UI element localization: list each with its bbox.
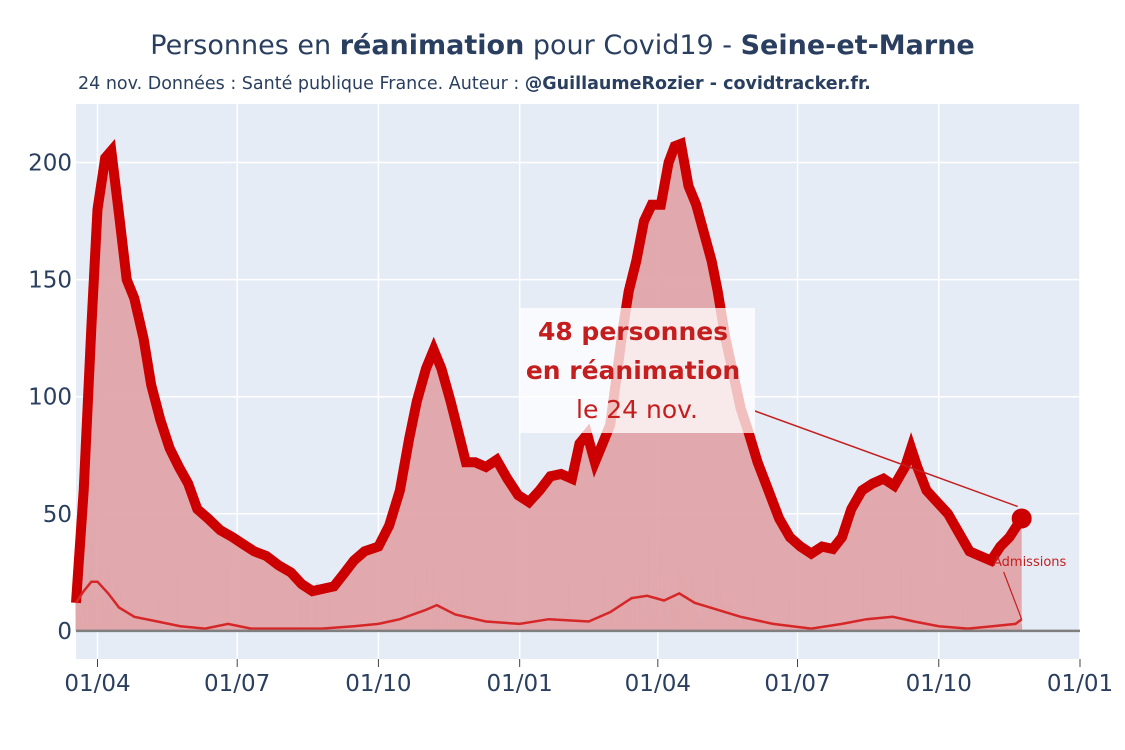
y-tick-label: 150 xyxy=(28,268,72,294)
x-tick-label: 01/01 xyxy=(487,671,553,697)
x-tick-label: 01/04 xyxy=(64,671,130,697)
x-tick-label: 01/10 xyxy=(345,671,411,697)
y-axis-ticks: 0 50 100 150 200 xyxy=(28,151,72,645)
reanimation-area xyxy=(76,143,1022,631)
y-tick-label: 100 xyxy=(28,385,72,411)
y-tick-label: 0 xyxy=(57,619,72,645)
x-tick-label: 01/01 xyxy=(1047,671,1113,697)
title-prefix: Personnes en xyxy=(150,30,340,61)
y-tick-label: 50 xyxy=(43,502,72,528)
annotation-line-2: en réanimation xyxy=(526,356,740,385)
x-tick-label: 01/10 xyxy=(906,671,972,697)
admissions-arrow xyxy=(1003,571,1023,620)
subtitle-author: @GuillaumeRozier - covidtracker.fr. xyxy=(524,74,871,94)
chart-subtitle: 24 nov. Données : Santé publique France.… xyxy=(78,74,871,94)
x-tick-label: 01/04 xyxy=(625,671,691,697)
x-tick-label: 01/07 xyxy=(204,671,270,697)
annotation-box xyxy=(519,308,755,433)
subtitle-text: 24 nov. Données : Santé publique France.… xyxy=(78,74,525,94)
annotation-arrow xyxy=(754,410,1018,508)
title-bold-reanimation: réanimation xyxy=(339,30,525,61)
reanimation-line xyxy=(71,136,1026,604)
admissions-line xyxy=(74,580,1023,630)
annotation-line-3: le 24 nov. xyxy=(576,395,698,424)
annotation-text: 48 personnes en réanimation le 24 nov. xyxy=(526,317,748,424)
y-tick-label: 200 xyxy=(28,151,72,177)
title-middle: pour Covid19 - xyxy=(524,30,741,61)
x-axis-ticks: 01/04 01/07 01/10 01/01 01/04 01/07 01/10 01/01 xyxy=(64,659,1113,697)
annotation-line-1: 48 personnes xyxy=(538,317,728,346)
chart-title: Personnes en réanimation pour Covid19 - … xyxy=(0,30,1125,61)
last-value-marker xyxy=(1011,508,1032,529)
admissions-label: Admissions xyxy=(993,555,1067,570)
title-bold-department: Seine-et-Marne xyxy=(740,30,975,61)
x-tick-label: 01/07 xyxy=(764,671,830,697)
